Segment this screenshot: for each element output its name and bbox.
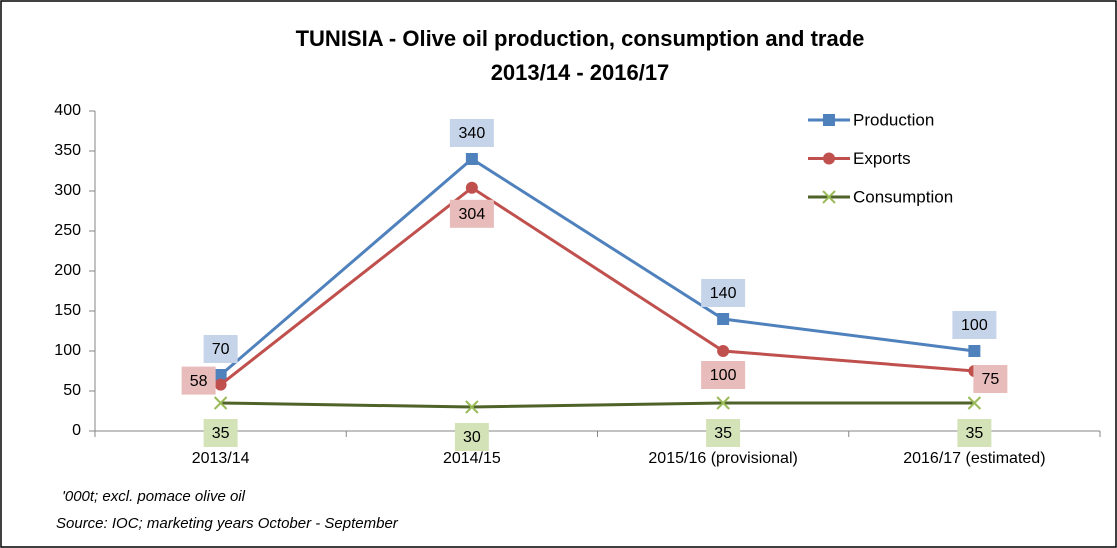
data-label: 35 xyxy=(212,425,230,442)
y-tick-label: 0 xyxy=(72,422,81,439)
series-line xyxy=(220,401,975,409)
data-label-box xyxy=(973,365,1008,393)
marker xyxy=(967,396,982,410)
y-tick-label: 50 xyxy=(63,382,81,399)
x-tick-label: 2013/14 xyxy=(192,450,250,467)
marker xyxy=(717,345,730,357)
data-label-box xyxy=(701,361,746,389)
data-label: 100 xyxy=(710,367,737,384)
y-tick-label: 400 xyxy=(54,102,81,119)
data-label-box xyxy=(957,419,992,447)
x-tick-label: 2014/15 xyxy=(443,450,501,467)
data-label: 340 xyxy=(459,125,486,142)
data-label-box xyxy=(203,335,238,363)
data-label-box xyxy=(701,279,746,307)
y-tick-label: 100 xyxy=(54,342,81,359)
data-label: 58 xyxy=(190,373,208,390)
marker xyxy=(214,378,227,391)
data-label: 75 xyxy=(981,371,999,388)
data-label: 100 xyxy=(961,317,988,334)
data-label: 35 xyxy=(714,425,732,442)
data-label-box xyxy=(449,119,494,147)
legend-label: Consumption xyxy=(853,187,953,206)
chart-subtitle: 2013/14 - 2016/17 xyxy=(491,60,670,85)
marker xyxy=(465,400,479,414)
y-tick-label: 200 xyxy=(54,262,81,279)
chart-title: TUNISIA - Olive oil production, consumpt… xyxy=(296,26,865,51)
data-label-box xyxy=(181,366,216,395)
data-label: 30 xyxy=(463,429,481,446)
x-tick-label: 2016/17 (estimated) xyxy=(903,450,1045,467)
note: '000t; excl. pomace olive oil xyxy=(62,488,246,505)
marker xyxy=(716,396,730,410)
note: Source: IOC; marketing years October - S… xyxy=(56,515,399,532)
y-tick-label: 350 xyxy=(54,142,81,159)
data-label-box xyxy=(706,419,741,447)
marker xyxy=(214,369,227,381)
y-tick-label: 150 xyxy=(54,302,81,319)
series-line xyxy=(219,157,975,377)
legend-marker xyxy=(822,190,836,204)
marker xyxy=(213,396,228,410)
data-label-box xyxy=(454,423,489,451)
data-label-box xyxy=(203,419,238,447)
data-label-box xyxy=(449,199,494,228)
data-label: 35 xyxy=(965,425,983,442)
x-tick-label: 2015/16 (provisional) xyxy=(648,450,797,467)
y-tick-label: 250 xyxy=(54,222,81,239)
marker xyxy=(717,313,730,325)
legend-marker xyxy=(823,152,835,165)
legend-marker xyxy=(823,114,835,126)
marker xyxy=(465,153,478,165)
marker xyxy=(968,345,981,357)
data-label: 304 xyxy=(459,206,486,223)
legend-label: Production xyxy=(853,110,934,129)
legend-label: Exports xyxy=(853,149,911,168)
marker xyxy=(465,181,478,194)
data-label: 70 xyxy=(212,341,230,358)
y-tick-label: 300 xyxy=(54,182,81,199)
data-label-box xyxy=(952,311,997,339)
series-line xyxy=(219,185,975,386)
data-label: 140 xyxy=(710,285,737,302)
